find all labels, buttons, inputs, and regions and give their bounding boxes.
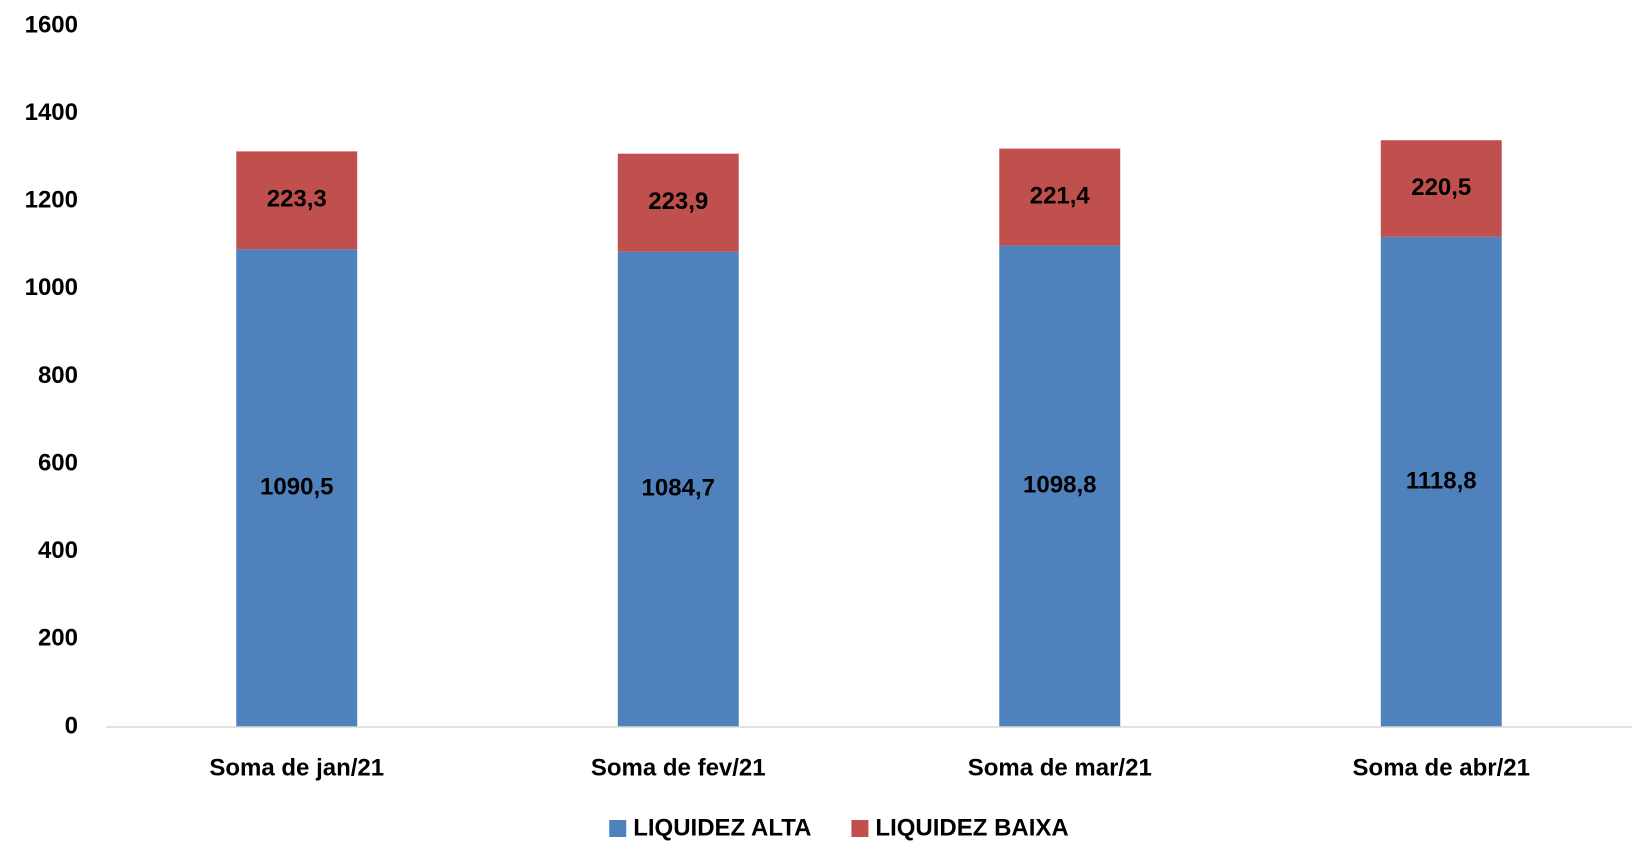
data-label: 220,5	[1411, 174, 1471, 201]
data-label: 1090,5	[260, 473, 333, 500]
y-tick-label: 400	[38, 537, 78, 564]
data-label: 223,3	[267, 186, 327, 213]
x-tick-label: Soma de mar/21	[968, 754, 1152, 781]
bar-segment	[999, 245, 1121, 727]
legend-swatch	[851, 820, 869, 837]
bar-segment	[999, 148, 1121, 246]
data-label: 1084,7	[642, 475, 715, 502]
bar-segment	[1380, 140, 1502, 237]
y-tick-label: 600	[38, 449, 78, 476]
bar-segment	[1380, 236, 1502, 727]
bar-segment	[617, 153, 739, 252]
y-tick-label: 800	[38, 362, 78, 389]
bar-segment	[236, 151, 358, 250]
x-tick-label: Soma de jan/21	[209, 754, 384, 781]
x-tick-label: Soma de fev/21	[591, 754, 766, 781]
data-label: 1098,8	[1023, 472, 1096, 499]
bar-segment	[236, 249, 358, 728]
y-tick-label: 200	[38, 625, 78, 652]
y-tick-label: 0	[65, 712, 78, 739]
y-tick-label: 1200	[25, 187, 78, 214]
data-label: 221,4	[1030, 182, 1091, 209]
y-tick-label: 1000	[25, 274, 78, 301]
data-label: 1118,8	[1406, 467, 1477, 494]
data-label: 223,9	[648, 188, 708, 215]
legend-label: LIQUIDEZ BAIXA	[875, 814, 1068, 841]
legend-label: LIQUIDEZ ALTA	[633, 814, 811, 841]
legend-swatch	[609, 820, 627, 837]
bar-segment	[617, 251, 739, 727]
x-tick-label: Soma de abr/21	[1353, 754, 1530, 781]
y-tick-label: 1400	[25, 99, 78, 126]
y-tick-label: 1600	[25, 11, 78, 38]
